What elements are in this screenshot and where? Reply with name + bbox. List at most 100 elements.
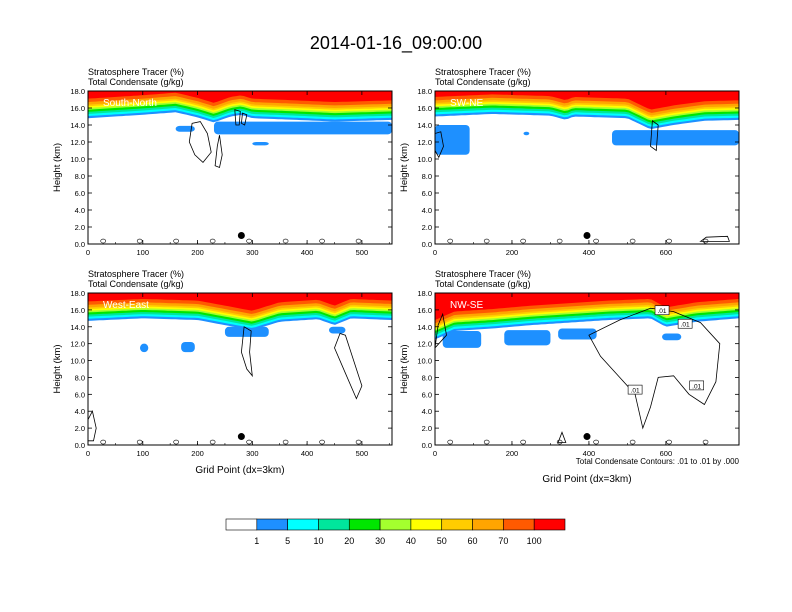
y-tick-label: 2.0 [422, 223, 432, 232]
y-tick-label: 18.0 [70, 87, 85, 96]
figure-title: 2014-01-16_09:00:00 [310, 33, 482, 54]
surface-contour [702, 238, 709, 244]
surface-contour [136, 439, 143, 445]
colorbar-box [225, 518, 258, 531]
tracer-patch [213, 121, 392, 135]
y-tick-label: 18.0 [70, 289, 85, 298]
panel-2: West-East Stratosphere Tracer (%)Total Co… [52, 269, 393, 476]
tracer-patch [662, 333, 682, 341]
surface-contour [246, 439, 252, 445]
y-axis-label: Height (km) [399, 344, 410, 393]
y-tick-label: 14.0 [417, 121, 432, 130]
x-tick-label: 0 [433, 248, 437, 257]
colorbar-label: 60 [468, 536, 478, 546]
surface-contour [100, 238, 106, 244]
y-tick-label: 2.0 [422, 424, 432, 433]
panel-3: .01 .01 .01 .01 NW-SE Stratosphere Tracer (%)… [399, 269, 740, 485]
condensate-contour [435, 312, 447, 349]
y-tick-label: 4.0 [422, 407, 432, 416]
tracer-band-10 [88, 293, 392, 311]
y-tick-label: 8.0 [75, 172, 85, 181]
y-tick-label: 12.0 [417, 138, 432, 147]
y-tick-label: 12.0 [70, 138, 85, 147]
surface-contour [702, 439, 709, 445]
panel-title-line2: Total Condensate (g/kg) [435, 77, 531, 87]
panel-label: West-East [103, 300, 149, 311]
panel-label: SW-NE [450, 98, 483, 109]
y-tick-label: 2.0 [75, 223, 85, 232]
y-axis-label: Height (km) [52, 143, 63, 192]
colorbar-box [256, 518, 288, 531]
colorbar-box [410, 518, 443, 531]
svg-text:.01: .01 [692, 383, 701, 390]
plot-area: .01 .01 .01 .01 NW-SE [435, 293, 739, 445]
x-tick-label: 300 [246, 248, 259, 257]
y-tick-label: 4.0 [422, 206, 432, 215]
condensate-contour [240, 112, 248, 126]
x-tick-label: 500 [356, 449, 369, 458]
surface-contour [666, 238, 672, 244]
condensate-contour [699, 235, 730, 242]
location-marker [237, 433, 245, 441]
y-tick-label: 14.0 [417, 323, 432, 332]
x-tick-label: 0 [86, 449, 90, 458]
y-tick-label: 16.0 [70, 104, 85, 113]
plot-area: West-East [88, 293, 392, 445]
colorbar-box [348, 518, 381, 531]
y-tick-label: 8.0 [75, 373, 85, 382]
panel-title-line2: Total Condensate (g/kg) [88, 279, 184, 289]
y-tick-label: 0.0 [422, 441, 432, 450]
surface-contour [447, 238, 454, 244]
plot-frame [87, 292, 393, 446]
plot-area: SW-NE [435, 91, 739, 244]
y-tick-label: 18.0 [417, 87, 432, 96]
x-axis-label: Grid Point (dx=3km) [542, 474, 631, 485]
y-tick-label: 0.0 [75, 441, 85, 450]
tracer-patch [181, 341, 195, 353]
y-axis-label: Height (km) [399, 143, 410, 192]
condensate-contour [240, 326, 253, 378]
surface-contour [209, 238, 216, 244]
svg-text:.01: .01 [681, 322, 690, 329]
panel-title-line2: Total Condensate (g/kg) [88, 77, 184, 87]
x-tick-label: 300 [246, 449, 259, 458]
y-tick-label: 10.0 [70, 357, 85, 366]
surface-contour [173, 238, 179, 244]
colorbar-box [441, 518, 473, 531]
condensate-contour [588, 307, 721, 430]
surface-contour [520, 439, 526, 445]
plot-area: South-North [88, 91, 392, 244]
colorbar-label: 40 [406, 536, 416, 546]
y-tick-label: 12.0 [417, 340, 432, 349]
colorbar-label: 10 [313, 536, 323, 546]
tracer-band-10 [88, 91, 392, 103]
colorbar-box [379, 518, 412, 531]
svg-text:.01: .01 [658, 308, 667, 315]
plot-frame [87, 90, 393, 245]
colorbar-label: 50 [437, 536, 447, 546]
panel-label: NW-SE [450, 300, 483, 311]
x-tick-label: 200 [506, 248, 519, 257]
contour-label: .01 [677, 318, 693, 329]
x-tick-label: 100 [137, 248, 150, 257]
y-tick-label: 10.0 [70, 155, 85, 164]
y-tick-label: 14.0 [70, 121, 85, 130]
surface-contour [483, 238, 490, 244]
surface-contour [593, 238, 599, 244]
colorbar-box [533, 518, 566, 531]
location-marker [583, 232, 591, 239]
panel-title-line2: Total Condensate (g/kg) [435, 279, 531, 289]
surface-contour [319, 439, 325, 445]
y-tick-label: 14.0 [70, 323, 85, 332]
surface-contour [173, 439, 179, 445]
y-tick-label: 12.0 [70, 340, 85, 349]
condensate-contour [650, 120, 659, 152]
x-tick-label: 200 [191, 248, 204, 257]
location-marker [237, 232, 245, 239]
x-tick-label: 0 [433, 449, 437, 458]
surface-contour [520, 238, 526, 244]
y-tick-label: 0.0 [75, 240, 85, 249]
contour-label: .01 [627, 384, 643, 395]
surface-contour [100, 439, 106, 445]
